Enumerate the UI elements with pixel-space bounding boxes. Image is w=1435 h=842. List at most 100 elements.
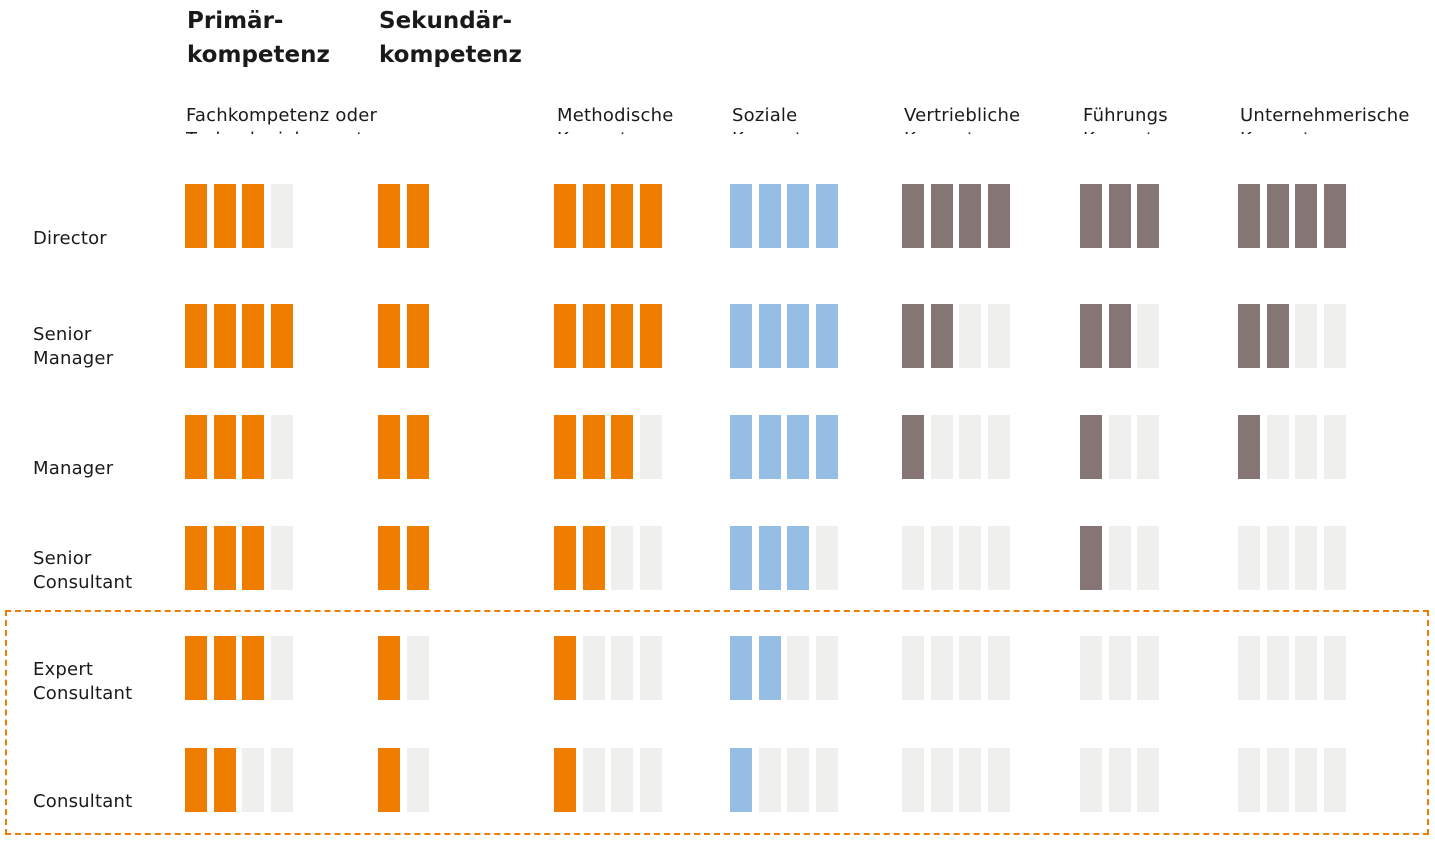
- row-label-manager: Manager: [33, 458, 114, 479]
- level-segment-filled-r1-c3-2: [787, 304, 809, 368]
- level-segment-empty-r5-c3-1: [758, 748, 781, 812]
- level-segment-filled-r1-c0-1: [213, 304, 236, 368]
- level-segment-filled-r1-c2-0: [554, 304, 576, 368]
- level-segment-empty-r5-c6-1: [1266, 748, 1289, 812]
- level-segment-filled-r0-c4-2: [959, 184, 981, 248]
- level-segment-filled-r0-c0-0: [185, 184, 207, 248]
- level-segment-empty-r2-c6-3: [1323, 415, 1346, 479]
- row-label-senior-consultant: Senior Consultant: [33, 548, 133, 593]
- level-segment-filled-r3-c5-0: [1080, 526, 1102, 590]
- level-segment-empty-r2-c6-1: [1266, 415, 1289, 479]
- level-segment-empty-r4-c4-1: [930, 636, 953, 700]
- level-segment-filled-r0-c0-2: [242, 184, 264, 248]
- level-segment-filled-r1-c4-1: [930, 304, 953, 368]
- row-label-director: Director: [33, 228, 107, 249]
- level-segment-filled-r5-c3-0: [730, 748, 752, 812]
- level-segment-empty-r5-c0-2: [242, 748, 264, 812]
- level-segment-empty-r2-c4-2: [959, 415, 981, 479]
- level-segment-filled-r3-c3-2: [787, 526, 809, 590]
- level-segment-empty-r3-c5-2: [1137, 526, 1159, 590]
- level-segment-empty-r5-c6-0: [1238, 748, 1260, 812]
- level-segment-empty-r4-c6-0: [1238, 636, 1260, 700]
- column-header-unternehmerische: Unternehmerische Kompetenz: [1240, 105, 1410, 134]
- level-segment-filled-r0-c0-1: [213, 184, 236, 248]
- level-segment-filled-r1-c0-2: [242, 304, 264, 368]
- level-segment-filled-r1-c0-0: [185, 304, 207, 368]
- level-segment-filled-r0-c5-0: [1080, 184, 1102, 248]
- level-segment-empty-r3-c4-1: [930, 526, 953, 590]
- level-segment-filled-r1-c3-0: [730, 304, 752, 368]
- level-segment-filled-r2-c0-2: [242, 415, 264, 479]
- level-segment-filled-r3-c0-1: [213, 526, 236, 590]
- level-segment-empty-r3-c6-2: [1295, 526, 1317, 590]
- level-segment-empty-r4-c5-1: [1108, 636, 1131, 700]
- level-segment-filled-r0-c4-0: [902, 184, 924, 248]
- level-segment-filled-r1-c5-0: [1080, 304, 1102, 368]
- level-segment-filled-r0-c2-2: [611, 184, 633, 248]
- level-segment-filled-r2-c4-0: [902, 415, 924, 479]
- level-segment-empty-r2-c2-3: [639, 415, 662, 479]
- level-segment-empty-r2-c4-1: [930, 415, 953, 479]
- level-segment-empty-r3-c6-1: [1266, 526, 1289, 590]
- level-segment-filled-r4-c0-1: [213, 636, 236, 700]
- level-segment-filled-r0-c6-3: [1323, 184, 1346, 248]
- level-segment-empty-r3-c3-3: [815, 526, 838, 590]
- level-segment-filled-r3-c1-0: [378, 526, 400, 590]
- level-segment-empty-r5-c6-3: [1323, 748, 1346, 812]
- level-segment-filled-r4-c3-1: [758, 636, 781, 700]
- level-segment-filled-r1-c3-1: [758, 304, 781, 368]
- level-segment-filled-r1-c2-3: [639, 304, 662, 368]
- level-segment-empty-r5-c4-3: [987, 748, 1010, 812]
- level-segment-filled-r5-c0-0: [185, 748, 207, 812]
- level-segment-filled-r5-c1-0: [378, 748, 400, 812]
- level-segment-empty-r5-c0-3: [270, 748, 293, 812]
- level-segment-empty-r3-c6-0: [1238, 526, 1260, 590]
- level-segment-filled-r0-c5-1: [1108, 184, 1131, 248]
- level-segment-filled-r3-c2-0: [554, 526, 576, 590]
- level-segment-filled-r0-c2-0: [554, 184, 576, 248]
- column-header-methodische: Methodische Kompetenz: [557, 105, 674, 134]
- level-segment-filled-r1-c2-1: [582, 304, 605, 368]
- level-segment-empty-r4-c2-3: [639, 636, 662, 700]
- level-segment-filled-r2-c3-1: [758, 415, 781, 479]
- level-segment-empty-r5-c2-1: [582, 748, 605, 812]
- level-segment-empty-r5-c2-3: [639, 748, 662, 812]
- level-segment-empty-r4-c6-2: [1295, 636, 1317, 700]
- level-segment-filled-r0-c3-0: [730, 184, 752, 248]
- consultant-level-highlight-frame: [5, 610, 1429, 835]
- level-segment-empty-r4-c4-2: [959, 636, 981, 700]
- level-segment-filled-r1-c6-0: [1238, 304, 1260, 368]
- level-segment-empty-r4-c0-3: [270, 636, 293, 700]
- level-segment-filled-r1-c6-1: [1266, 304, 1289, 368]
- level-segment-empty-r3-c2-2: [611, 526, 633, 590]
- level-segment-filled-r0-c5-2: [1137, 184, 1159, 248]
- level-segment-empty-r2-c4-3: [987, 415, 1010, 479]
- column-header-fachkompetenz: Fachkompetenz oder Technologiekompetenz: [186, 105, 396, 134]
- level-segment-filled-r2-c1-0: [378, 415, 400, 479]
- level-segment-empty-r2-c5-2: [1137, 415, 1159, 479]
- column-header-soziale: Soziale Kompetenz: [732, 105, 835, 134]
- level-segment-filled-r0-c3-1: [758, 184, 781, 248]
- level-segment-filled-r2-c2-1: [582, 415, 605, 479]
- level-segment-filled-r4-c0-0: [185, 636, 207, 700]
- level-segment-filled-r2-c2-2: [611, 415, 633, 479]
- level-segment-empty-r3-c4-3: [987, 526, 1010, 590]
- level-segment-empty-r5-c5-0: [1080, 748, 1102, 812]
- secondary-competence-header: Sekundär- kompetenz: [379, 8, 522, 68]
- level-segment-filled-r2-c0-1: [213, 415, 236, 479]
- level-segment-filled-r0-c6-2: [1295, 184, 1317, 248]
- level-segment-empty-r2-c5-1: [1108, 415, 1131, 479]
- level-segment-empty-r1-c6-3: [1323, 304, 1346, 368]
- row-label-senior-manager: Senior Manager: [33, 324, 114, 369]
- level-segment-empty-r4-c4-3: [987, 636, 1010, 700]
- level-segment-filled-r0-c3-2: [787, 184, 809, 248]
- level-segment-filled-r0-c2-3: [639, 184, 662, 248]
- level-segment-empty-r3-c4-0: [902, 526, 924, 590]
- level-segment-empty-r4-c6-3: [1323, 636, 1346, 700]
- level-segment-empty-r5-c3-3: [815, 748, 838, 812]
- level-segment-filled-r2-c3-3: [815, 415, 838, 479]
- level-segment-filled-r0-c6-0: [1238, 184, 1260, 248]
- level-segment-filled-r1-c5-1: [1108, 304, 1131, 368]
- level-segment-filled-r4-c3-0: [730, 636, 752, 700]
- level-segment-filled-r2-c3-0: [730, 415, 752, 479]
